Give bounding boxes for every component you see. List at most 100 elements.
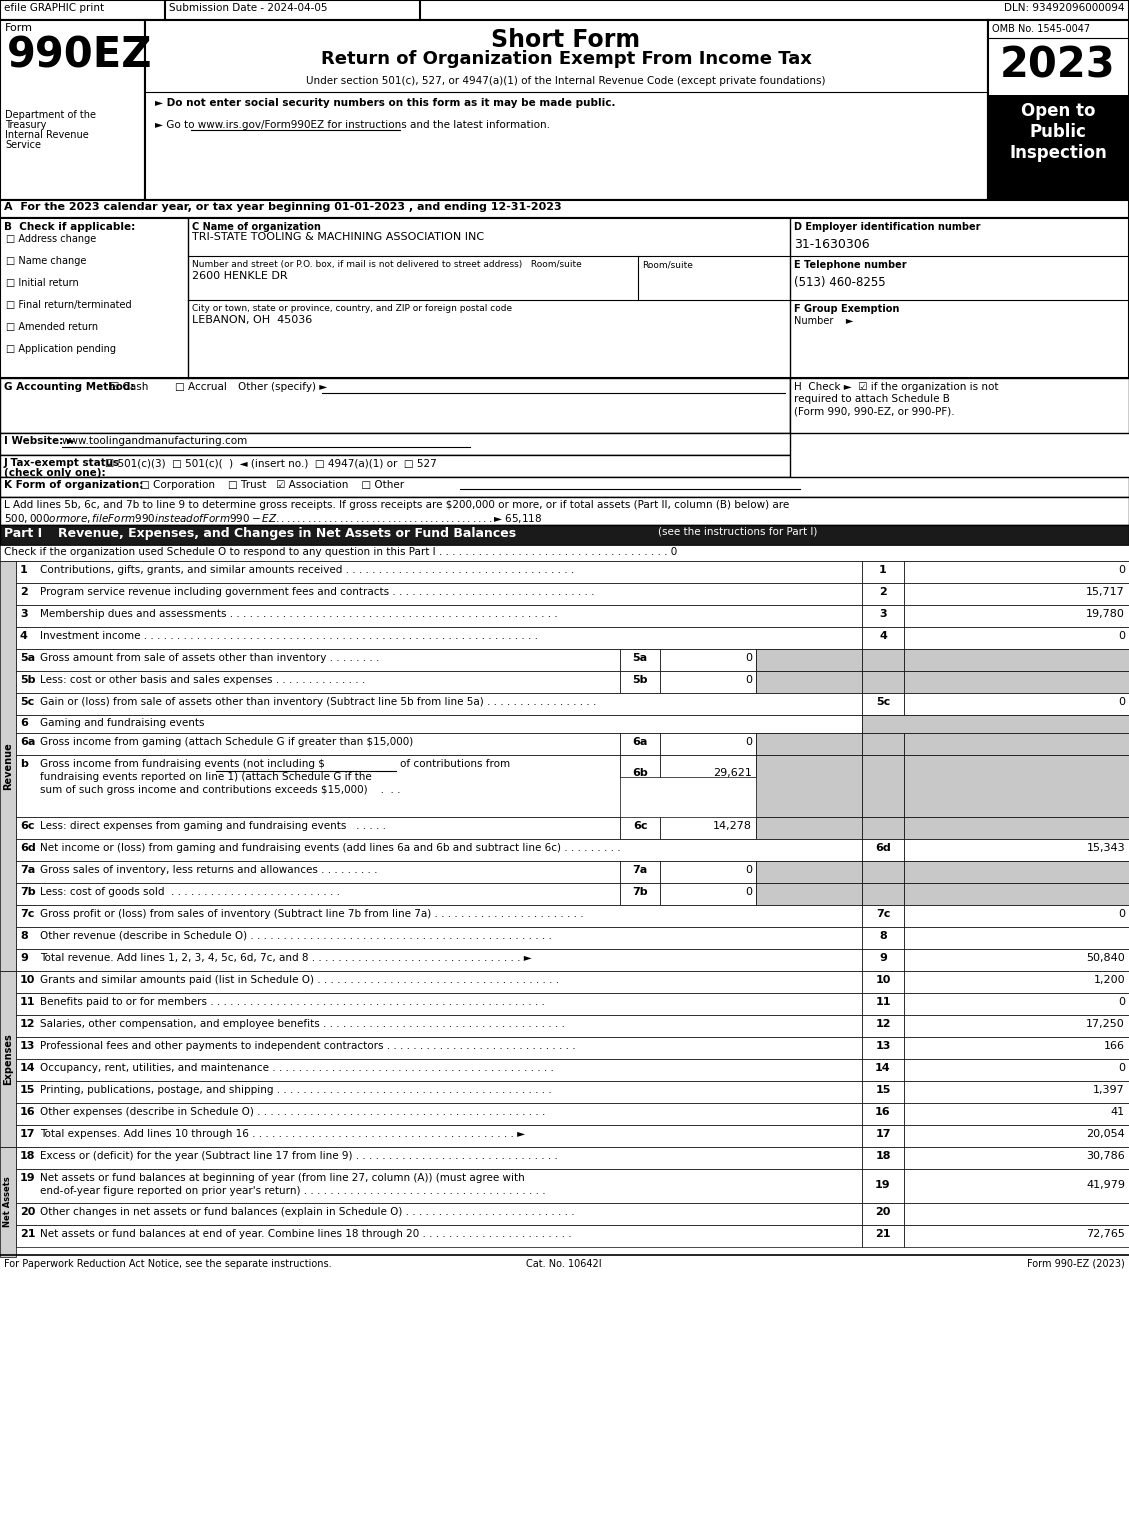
Text: Service: Service xyxy=(5,140,41,149)
Text: 13: 13 xyxy=(20,1042,35,1051)
Text: b: b xyxy=(20,759,28,769)
Text: 6a: 6a xyxy=(20,737,35,747)
Bar xyxy=(0,561,16,971)
Text: Net Assets: Net Assets xyxy=(3,1177,12,1228)
Text: Less: cost or other basis and sales expenses . . . . . . . . . . . . . .: Less: cost or other basis and sales expe… xyxy=(40,676,366,685)
Bar xyxy=(863,839,904,862)
Text: end-of-year figure reported on prior year's return) . . . . . . . . . . . . . . : end-of-year figure reported on prior yea… xyxy=(40,1186,545,1196)
Text: Gross amount from sale of assets other than inventory . . . . . . . .: Gross amount from sale of assets other t… xyxy=(40,653,379,663)
Bar xyxy=(988,95,1129,200)
Bar xyxy=(863,1037,904,1058)
Text: 5a: 5a xyxy=(632,653,648,663)
Text: 17: 17 xyxy=(875,1128,891,1139)
Bar xyxy=(16,862,620,883)
Text: K Form of organization:: K Form of organization: xyxy=(5,480,143,490)
Text: 21: 21 xyxy=(875,1229,891,1238)
Bar xyxy=(16,627,863,650)
Bar xyxy=(904,862,1129,883)
Text: J Tax-exempt status: J Tax-exempt status xyxy=(5,458,121,468)
Text: B  Check if applicable:: B Check if applicable: xyxy=(5,223,135,232)
Bar xyxy=(16,1147,863,1170)
Text: of contributions from: of contributions from xyxy=(400,759,510,769)
Text: 3: 3 xyxy=(20,608,27,619)
Text: 7b: 7b xyxy=(20,888,36,897)
Text: Net assets or fund balances at end of year. Combine lines 18 through 20 . . . . : Net assets or fund balances at end of ye… xyxy=(40,1229,571,1238)
Text: 5c: 5c xyxy=(20,697,34,708)
Text: 2: 2 xyxy=(879,587,887,596)
Text: 5a: 5a xyxy=(20,653,35,663)
Bar xyxy=(620,734,660,755)
Text: □ Name change: □ Name change xyxy=(6,256,87,265)
Bar xyxy=(904,627,1129,650)
Bar xyxy=(904,839,1129,862)
Bar xyxy=(660,817,756,839)
Bar xyxy=(904,1147,1129,1170)
Text: 6d: 6d xyxy=(20,843,36,852)
Text: Other (specify) ►: Other (specify) ► xyxy=(238,381,327,392)
Text: 7a: 7a xyxy=(20,865,35,875)
Bar xyxy=(660,862,756,883)
Bar xyxy=(863,1203,904,1225)
Text: Check if the organization used Schedule O to respond to any question in this Par: Check if the organization used Schedule … xyxy=(5,547,677,557)
Bar xyxy=(0,20,145,200)
Bar xyxy=(904,817,1129,839)
Text: Other expenses (describe in Schedule O) . . . . . . . . . . . . . . . . . . . . : Other expenses (describe in Schedule O) … xyxy=(40,1107,545,1116)
Bar xyxy=(16,671,620,692)
Text: Net income or (loss) from gaming and fundraising events (add lines 6a and 6b and: Net income or (loss) from gaming and fun… xyxy=(40,843,621,852)
Text: 0: 0 xyxy=(1118,997,1124,1006)
Text: Printing, publications, postage, and shipping . . . . . . . . . . . . . . . . . : Printing, publications, postage, and shi… xyxy=(40,1084,552,1095)
Bar xyxy=(904,1225,1129,1247)
Text: 166: 166 xyxy=(1104,1042,1124,1051)
Text: 0: 0 xyxy=(745,865,752,875)
Bar xyxy=(756,734,863,755)
Text: I Website: ►: I Website: ► xyxy=(5,436,75,445)
Text: Revenue, Expenses, and Changes in Net Assets or Fund Balances: Revenue, Expenses, and Changes in Net As… xyxy=(58,528,516,540)
Bar xyxy=(904,734,1129,755)
Text: www.toolingandmanufacturing.com: www.toolingandmanufacturing.com xyxy=(62,436,248,445)
Bar xyxy=(0,544,1129,561)
Text: 15: 15 xyxy=(20,1084,35,1095)
Bar xyxy=(863,949,904,971)
Text: 6d: 6d xyxy=(875,843,891,852)
Text: Professional fees and other payments to independent contractors . . . . . . . . : Professional fees and other payments to … xyxy=(40,1042,576,1051)
Text: Open to
Public
Inspection: Open to Public Inspection xyxy=(1009,102,1106,162)
Bar xyxy=(756,671,863,692)
Bar xyxy=(904,904,1129,927)
Bar xyxy=(904,671,1129,692)
Bar xyxy=(16,561,863,583)
Text: City or town, state or province, country, and ZIP or foreign postal code: City or town, state or province, country… xyxy=(192,303,513,313)
Text: Less: direct expenses from gaming and fundraising events   . . . . .: Less: direct expenses from gaming and fu… xyxy=(40,820,386,831)
Bar xyxy=(863,1103,904,1125)
Text: 3: 3 xyxy=(879,608,886,619)
Bar xyxy=(620,671,660,692)
Bar xyxy=(863,627,904,650)
Bar xyxy=(16,927,863,949)
Text: Total expenses. Add lines 10 through 16 . . . . . . . . . . . . . . . . . . . . : Total expenses. Add lines 10 through 16 … xyxy=(40,1128,525,1139)
Bar xyxy=(145,20,988,200)
Text: Gain or (loss) from sale of assets other than inventory (Subtract line 5b from l: Gain or (loss) from sale of assets other… xyxy=(40,697,596,708)
Text: Total revenue. Add lines 1, 2, 3, 4, 5c, 6d, 7c, and 8 . . . . . . . . . . . . .: Total revenue. Add lines 1, 2, 3, 4, 5c,… xyxy=(40,953,532,962)
Text: $500,000 or more, file Form 990 instead of Form 990-EZ . . . . . . . . . . . . .: $500,000 or more, file Form 990 instead … xyxy=(5,512,542,525)
Text: 1: 1 xyxy=(20,564,28,575)
Text: Internal Revenue: Internal Revenue xyxy=(5,130,89,140)
Bar xyxy=(0,454,790,477)
Text: (check only one):: (check only one): xyxy=(5,468,106,477)
Text: LEBANON, OH  45036: LEBANON, OH 45036 xyxy=(192,316,313,325)
Text: 72,765: 72,765 xyxy=(1086,1229,1124,1238)
Text: Gross profit or (loss) from sales of inventory (Subtract line 7b from line 7a) .: Gross profit or (loss) from sales of inv… xyxy=(40,909,584,920)
Text: 0: 0 xyxy=(1118,1063,1124,1074)
Text: fundraising events reported on line 1) (attach Schedule G if the: fundraising events reported on line 1) (… xyxy=(40,772,371,782)
Text: 17,250: 17,250 xyxy=(1086,1019,1124,1029)
Bar xyxy=(863,734,904,755)
Text: 41,979: 41,979 xyxy=(1086,1180,1124,1190)
Bar xyxy=(904,1125,1129,1147)
Bar xyxy=(863,605,904,627)
Text: F Group Exemption: F Group Exemption xyxy=(794,303,900,314)
Text: 19: 19 xyxy=(875,1180,891,1190)
Bar xyxy=(756,650,863,671)
Text: (see the instructions for Part I): (see the instructions for Part I) xyxy=(658,528,817,537)
Bar xyxy=(16,817,620,839)
Text: Salaries, other compensation, and employee benefits . . . . . . . . . . . . . . : Salaries, other compensation, and employ… xyxy=(40,1019,564,1029)
Bar xyxy=(904,605,1129,627)
Text: 0: 0 xyxy=(1118,697,1124,708)
